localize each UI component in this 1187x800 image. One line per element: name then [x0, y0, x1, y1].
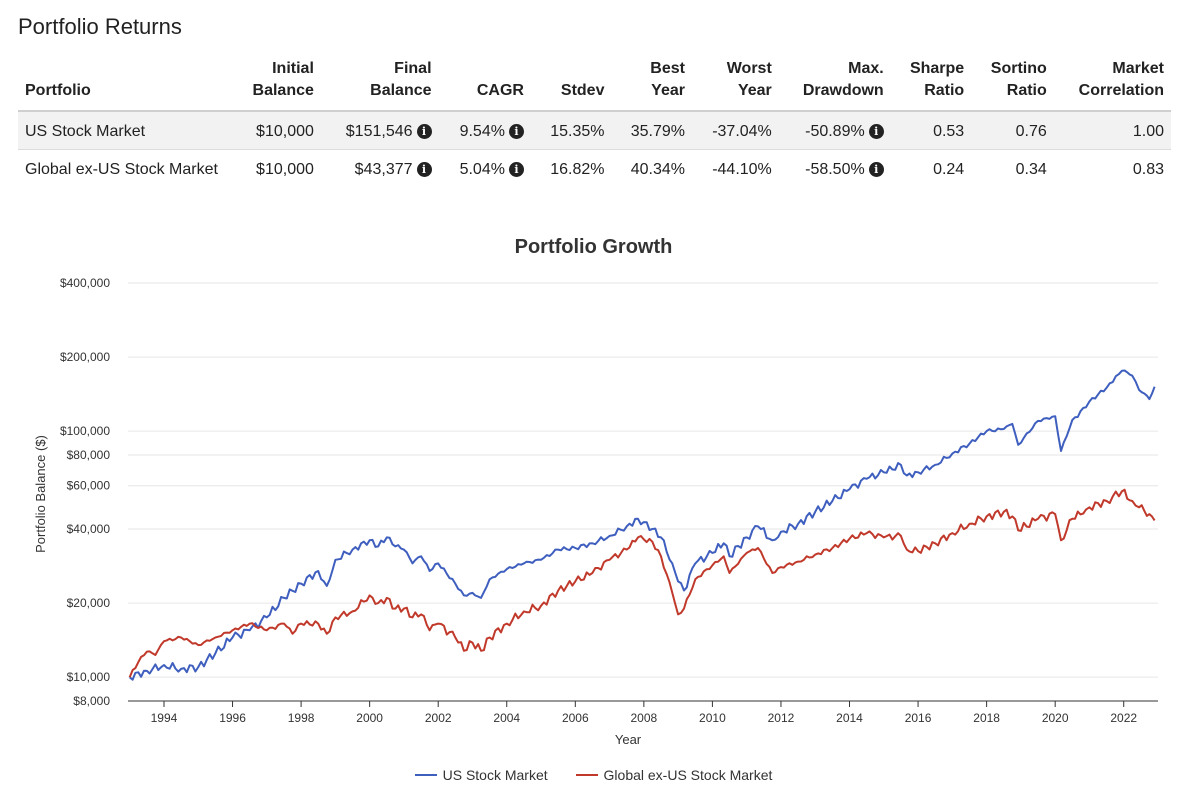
- cell-best-year: 40.34%: [630, 161, 685, 178]
- y-tick-label: $80,000: [67, 448, 111, 462]
- x-tick-label: 2018: [973, 711, 1000, 725]
- header-sharpe-ratio: Sharpe Ratio: [890, 56, 972, 112]
- x-tick-label: 2008: [631, 711, 658, 725]
- legend-item-us[interactable]: US Stock Market: [414, 767, 548, 783]
- x-tick-label: 2014: [836, 711, 863, 725]
- cell-sortino: 0.34: [1015, 161, 1047, 178]
- header-initial-balance: Initial Balance: [232, 56, 321, 112]
- header-max-drawdown: Max. Drawdown: [778, 56, 891, 112]
- cell-stdev: 15.35%: [530, 111, 612, 150]
- header-best-year: Best Year: [611, 56, 692, 112]
- cell-final-balance: $43,377 i: [321, 150, 439, 188]
- x-axis-label: Year: [615, 732, 642, 747]
- x-tick-label: 2020: [1042, 711, 1069, 725]
- cell-sharpe: 0.24: [933, 161, 965, 178]
- info-icon[interactable]: i: [508, 124, 524, 139]
- portfolio-returns-table: Portfolio Initial Balance Final Balance CA…: [18, 56, 1171, 187]
- legend-swatch-global: [575, 774, 598, 777]
- info-icon[interactable]: i: [416, 162, 432, 177]
- cell-portfolio: US Stock Market: [18, 111, 232, 150]
- cell-initial-balance: $10,000: [232, 111, 321, 150]
- cell-worst-year: -44.10%: [712, 161, 772, 178]
- x-tick-label: 2016: [905, 711, 932, 725]
- y-tick-label: $200,000: [60, 350, 110, 364]
- cell-final-balance: $151,546 i: [320, 111, 439, 150]
- page-title: Portfolio Returns: [18, 14, 182, 39]
- header-worst-year: Worst Year: [691, 56, 779, 112]
- series-line-global-ex-us: [128, 488, 1156, 678]
- table-row: Global ex-US Stock Market $10,000 $43,37…: [18, 150, 1171, 188]
- header-final-balance: Final Balance: [320, 56, 439, 112]
- x-tick-label: 2010: [699, 711, 726, 725]
- y-tick-label: $10,000: [67, 670, 111, 684]
- x-tick-label: 2004: [493, 711, 520, 725]
- cell-max-drawdown: -50.89% i: [778, 111, 891, 150]
- y-tick-label: $60,000: [67, 479, 111, 493]
- legend-label-us: US Stock Market: [442, 767, 548, 783]
- y-tick-label: $400,000: [60, 276, 110, 290]
- cell-cagr: 5.04% i: [439, 150, 531, 188]
- x-tick-label: 2006: [562, 711, 589, 725]
- series-line-us-stock-market: [129, 369, 1156, 681]
- legend-label-global: Global ex-US Stock Market: [603, 767, 773, 783]
- cell-best-year: 35.79%: [611, 111, 692, 150]
- info-icon[interactable]: i: [416, 124, 432, 139]
- y-tick-label: $40,000: [67, 522, 111, 536]
- cell-initial-balance: $10,000: [256, 161, 314, 178]
- legend-swatch-us: [414, 774, 437, 777]
- header-cagr: CAGR: [438, 56, 531, 112]
- cell-max-drawdown: -58.50% i: [779, 150, 891, 188]
- info-icon[interactable]: i: [508, 162, 524, 177]
- cell-sortino: 0.76: [971, 111, 1054, 150]
- header-sortino-ratio: Sortino Ratio: [971, 56, 1054, 112]
- info-icon[interactable]: i: [868, 162, 884, 177]
- cell-market-correlation: 0.83: [1132, 161, 1164, 178]
- cell-sharpe: 0.53: [890, 111, 972, 150]
- cell-cagr: 9.54% i: [438, 111, 531, 150]
- y-tick-label: $100,000: [60, 424, 110, 438]
- table-header-row: Portfolio Initial Balance Final Balance CA…: [18, 56, 1171, 112]
- cell-worst-year: -37.04%: [691, 111, 779, 150]
- cell-portfolio: Global ex-US Stock Market: [25, 161, 218, 178]
- header-market-correlation: Market Correlation: [1053, 56, 1171, 112]
- x-tick-label: 1996: [219, 711, 246, 725]
- x-tick-label: 2012: [768, 711, 795, 725]
- x-tick-label: 2002: [425, 711, 452, 725]
- legend-item-global[interactable]: Global ex-US Stock Market: [575, 767, 773, 783]
- chart-legend: US Stock Market Global ex-US Stock Marke…: [0, 767, 1187, 783]
- header-stdev: Stdev: [530, 56, 612, 112]
- table-row: US Stock Market $10,000 $151,546 i 9.54% i…: [18, 111, 1171, 150]
- cell-market-correlation: 1.00: [1053, 111, 1171, 150]
- y-tick-label: $8,000: [73, 694, 110, 708]
- cell-stdev: 16.82%: [550, 161, 605, 178]
- x-tick-label: 2000: [356, 711, 383, 725]
- y-axis-label: Portfolio Balance ($): [33, 435, 48, 553]
- chart-title: Portfolio Growth: [514, 236, 673, 258]
- info-icon[interactable]: i: [868, 124, 884, 139]
- header-portfolio: Portfolio: [18, 56, 232, 112]
- x-tick-label: 2022: [1110, 711, 1137, 725]
- y-tick-label: $20,000: [67, 596, 111, 610]
- x-tick-label: 1998: [288, 711, 315, 725]
- x-tick-label: 1994: [151, 711, 178, 725]
